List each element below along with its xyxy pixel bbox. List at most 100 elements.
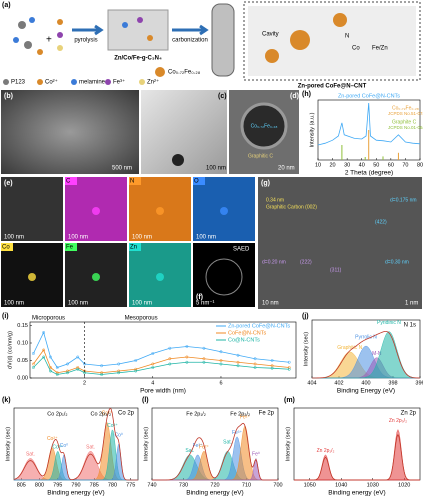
saed-ring bbox=[205, 258, 243, 296]
y-axis-label: Intensity (sec) bbox=[285, 427, 291, 461]
product: Zn-pored CoFe@N–CNT bbox=[298, 84, 367, 90]
hrtem-image bbox=[258, 177, 422, 309]
data-point bbox=[270, 366, 274, 370]
data-point bbox=[55, 373, 59, 376]
data-point bbox=[219, 350, 223, 354]
x-tick-label: 775 bbox=[126, 482, 135, 488]
scale-bar: 100 nm bbox=[4, 235, 24, 241]
x-tick-label: 700 bbox=[273, 482, 282, 488]
map-signal bbox=[28, 273, 36, 281]
y-tick-label: 0.15 bbox=[17, 323, 28, 329]
scale-bar: 100 nm bbox=[132, 301, 152, 307]
data-point bbox=[31, 366, 35, 369]
y-tick-label: 0.10 bbox=[17, 340, 28, 346]
x-tick-label: 790 bbox=[71, 482, 80, 488]
data-point bbox=[202, 357, 206, 361]
data-point bbox=[42, 331, 46, 334]
peak-label: Fe⁰ bbox=[252, 452, 260, 458]
scale-bar: 100 nm bbox=[196, 235, 216, 241]
data-point bbox=[66, 371, 69, 375]
particle bbox=[172, 154, 184, 166]
data-point bbox=[83, 369, 87, 373]
x-tick-label: 396 bbox=[415, 380, 423, 386]
map-label: Fe bbox=[66, 245, 74, 251]
annotation: Fe 2p₃/₂ bbox=[230, 411, 250, 417]
x-tick-label: 740 bbox=[147, 482, 156, 488]
data-point bbox=[117, 371, 121, 375]
map-label: O bbox=[194, 179, 199, 185]
plus: + bbox=[46, 35, 52, 46]
data-line bbox=[33, 356, 290, 375]
icon bbox=[57, 19, 63, 25]
x-tick-label: 60 bbox=[388, 162, 394, 168]
scale-bar: 100 nm bbox=[132, 235, 152, 241]
peak-label: Fe³⁺ bbox=[193, 443, 204, 449]
icon bbox=[333, 13, 347, 27]
legend-text: JCPDS No.01-0646 bbox=[388, 125, 423, 130]
x-axis-label: Binding Energy (eV) bbox=[337, 388, 395, 395]
panel-label: (c) bbox=[218, 93, 227, 100]
data-point bbox=[76, 366, 80, 369]
map-signal bbox=[156, 207, 164, 215]
data-point bbox=[236, 364, 240, 368]
icon bbox=[18, 21, 26, 29]
data-line bbox=[317, 102, 421, 146]
sheet bbox=[107, 9, 169, 51]
legend-text: Zn²⁺ bbox=[147, 79, 159, 86]
data-point bbox=[168, 346, 172, 350]
annotation: Mesoporous bbox=[125, 316, 158, 322]
x-tick-label: 1040 bbox=[335, 482, 347, 488]
map-label: N bbox=[130, 179, 134, 185]
map-tag bbox=[65, 243, 77, 251]
data-point bbox=[185, 360, 189, 364]
envelope bbox=[13, 407, 138, 481]
peak-label: Fe³⁺ bbox=[232, 430, 243, 436]
fringe-label: (311) bbox=[330, 267, 342, 273]
panel-label: (l) bbox=[142, 397, 149, 404]
spectrum-title: Zn 2p bbox=[401, 411, 417, 417]
legend-text: Graphite C bbox=[392, 119, 417, 125]
peak-label: Co⁰ bbox=[114, 432, 122, 438]
plot-frame bbox=[151, 407, 279, 481]
envelope bbox=[311, 330, 421, 379]
data-point bbox=[168, 362, 172, 366]
data-point bbox=[134, 369, 138, 373]
sem-image bbox=[1, 90, 139, 174]
icon bbox=[147, 35, 153, 41]
peak-label: Zn 2p₁/₂ bbox=[317, 448, 335, 454]
fitted-peak bbox=[152, 457, 278, 481]
x-tick-label: 6 bbox=[219, 380, 222, 386]
x-tick-label: 80 bbox=[417, 162, 423, 168]
inset-text: N bbox=[345, 34, 349, 40]
scale-bar: 10 nm bbox=[262, 301, 279, 307]
fringe-label: d=0.20 nm bbox=[262, 259, 286, 265]
panel-label: (j) bbox=[302, 313, 309, 320]
spectrum-title: Co 2p bbox=[118, 411, 135, 417]
panel-label: (a) bbox=[2, 2, 11, 9]
legend-text: melamine bbox=[79, 80, 106, 86]
x-tick-label: 1030 bbox=[367, 482, 379, 488]
peak-label: Sat. bbox=[185, 448, 194, 454]
data-point bbox=[31, 362, 35, 366]
scale-bar: 100 nm bbox=[68, 235, 88, 241]
x-tick-label: 805 bbox=[17, 482, 26, 488]
annotation: Microporous bbox=[32, 316, 65, 322]
y-axis-label: dV(d) (cc/nm/g) bbox=[7, 331, 13, 369]
panel-label: (k) bbox=[2, 397, 11, 404]
x-tick-label: 780 bbox=[108, 482, 117, 488]
plot-frame bbox=[29, 321, 297, 379]
data-point bbox=[168, 357, 172, 361]
panel-label: (e) bbox=[4, 180, 13, 187]
data-point bbox=[100, 371, 104, 375]
arrow bbox=[172, 24, 209, 36]
x-tick-label: 40 bbox=[359, 162, 365, 168]
x-axis-label: Pore width (nm) bbox=[140, 388, 186, 395]
y-axis-label: Intensity (sec) bbox=[5, 427, 11, 461]
inset-sheet bbox=[248, 6, 416, 76]
x-tick-label: 710 bbox=[242, 482, 251, 488]
map-label: C bbox=[66, 179, 71, 185]
x-tick-label: 70 bbox=[402, 162, 408, 168]
data-point bbox=[253, 366, 257, 369]
spectrum-title: Fe 2p bbox=[259, 411, 275, 417]
shell-label: Graphitic C bbox=[248, 153, 273, 159]
